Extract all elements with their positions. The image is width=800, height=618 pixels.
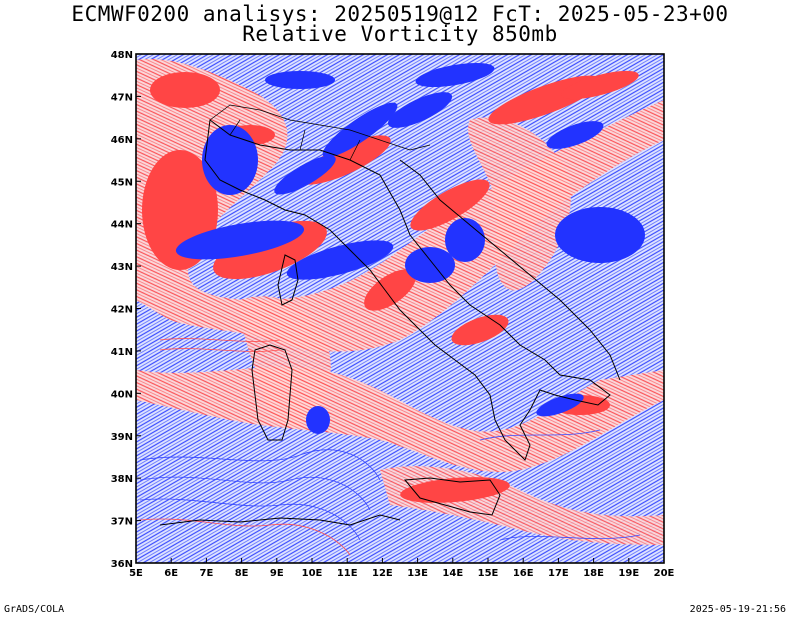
- lat-tick-label: 46N: [111, 135, 133, 146]
- lat-tick-label: 40N: [111, 389, 133, 400]
- lat-tick-label: 44N: [111, 220, 133, 231]
- lon-tick-label: 17E: [548, 568, 569, 579]
- lat-tick-label: 37N: [111, 517, 133, 528]
- corsica-coast: [277, 254, 299, 306]
- lon-tick-label: 12E: [372, 568, 393, 579]
- axes: 5E 6E 7E 8E 9E 10E 11E 12E 13E 14E 15E 16E 17E 18E 19E…: [111, 50, 675, 579]
- contour-field: [136, 54, 664, 563]
- lon-tick-label: 19E: [618, 568, 639, 579]
- blue-cores: [175, 62, 645, 434]
- footer-credit: GrADS/COLA: [4, 604, 65, 615]
- contour-lines: [139, 338, 641, 556]
- lon-tick-label: 9E: [270, 568, 284, 579]
- title-line-1: ECMWF0200 analisys: 20250519@12 FcT: 202…: [71, 2, 729, 26]
- lon-tick-label: 6E: [164, 568, 178, 579]
- title-line-2: Relative Vorticity 850mb: [242, 22, 558, 46]
- lat-tick-label: 48N: [111, 50, 133, 61]
- lat-tick-label: 45N: [111, 177, 133, 188]
- lon-tick-label: 18E: [583, 568, 604, 579]
- lon-tick-label: 11E: [337, 568, 358, 579]
- lon-tick-label: 10E: [302, 568, 323, 579]
- lon-tick-label: 8E: [235, 568, 249, 579]
- lon-tick-label: 5E: [129, 568, 143, 579]
- lon-tick-label: 15E: [478, 568, 499, 579]
- lat-tick-label: 42N: [111, 305, 133, 316]
- africa-coast: [159, 514, 401, 526]
- lat-tick-label: 43N: [111, 262, 133, 273]
- footer-timestamp: 2025-05-19-21:56: [689, 604, 786, 615]
- lat-tick-label: 39N: [111, 432, 133, 443]
- lat-tick-label: 41N: [111, 347, 133, 358]
- sardinia-coast: [251, 344, 293, 441]
- italy-coast: [204, 119, 611, 461]
- lon-tick-label: 16E: [513, 568, 534, 579]
- coastlines: [159, 104, 621, 526]
- lon-tick-label: 20E: [654, 568, 675, 579]
- sicily-coast: [403, 477, 501, 516]
- lat-tick-label: 47N: [111, 92, 133, 103]
- lat-tick-label: 38N: [111, 474, 133, 485]
- lon-tick-label: 13E: [407, 568, 428, 579]
- lat-tick-label: 36N: [111, 559, 133, 570]
- lon-tick-label: 14E: [442, 568, 463, 579]
- balkan-coast: [399, 159, 621, 381]
- lon-tick-label: 7E: [200, 568, 214, 579]
- red-vorticity-band: [467, 117, 571, 291]
- red-vorticity-band: [240, 296, 331, 429]
- border-lines: [209, 104, 431, 161]
